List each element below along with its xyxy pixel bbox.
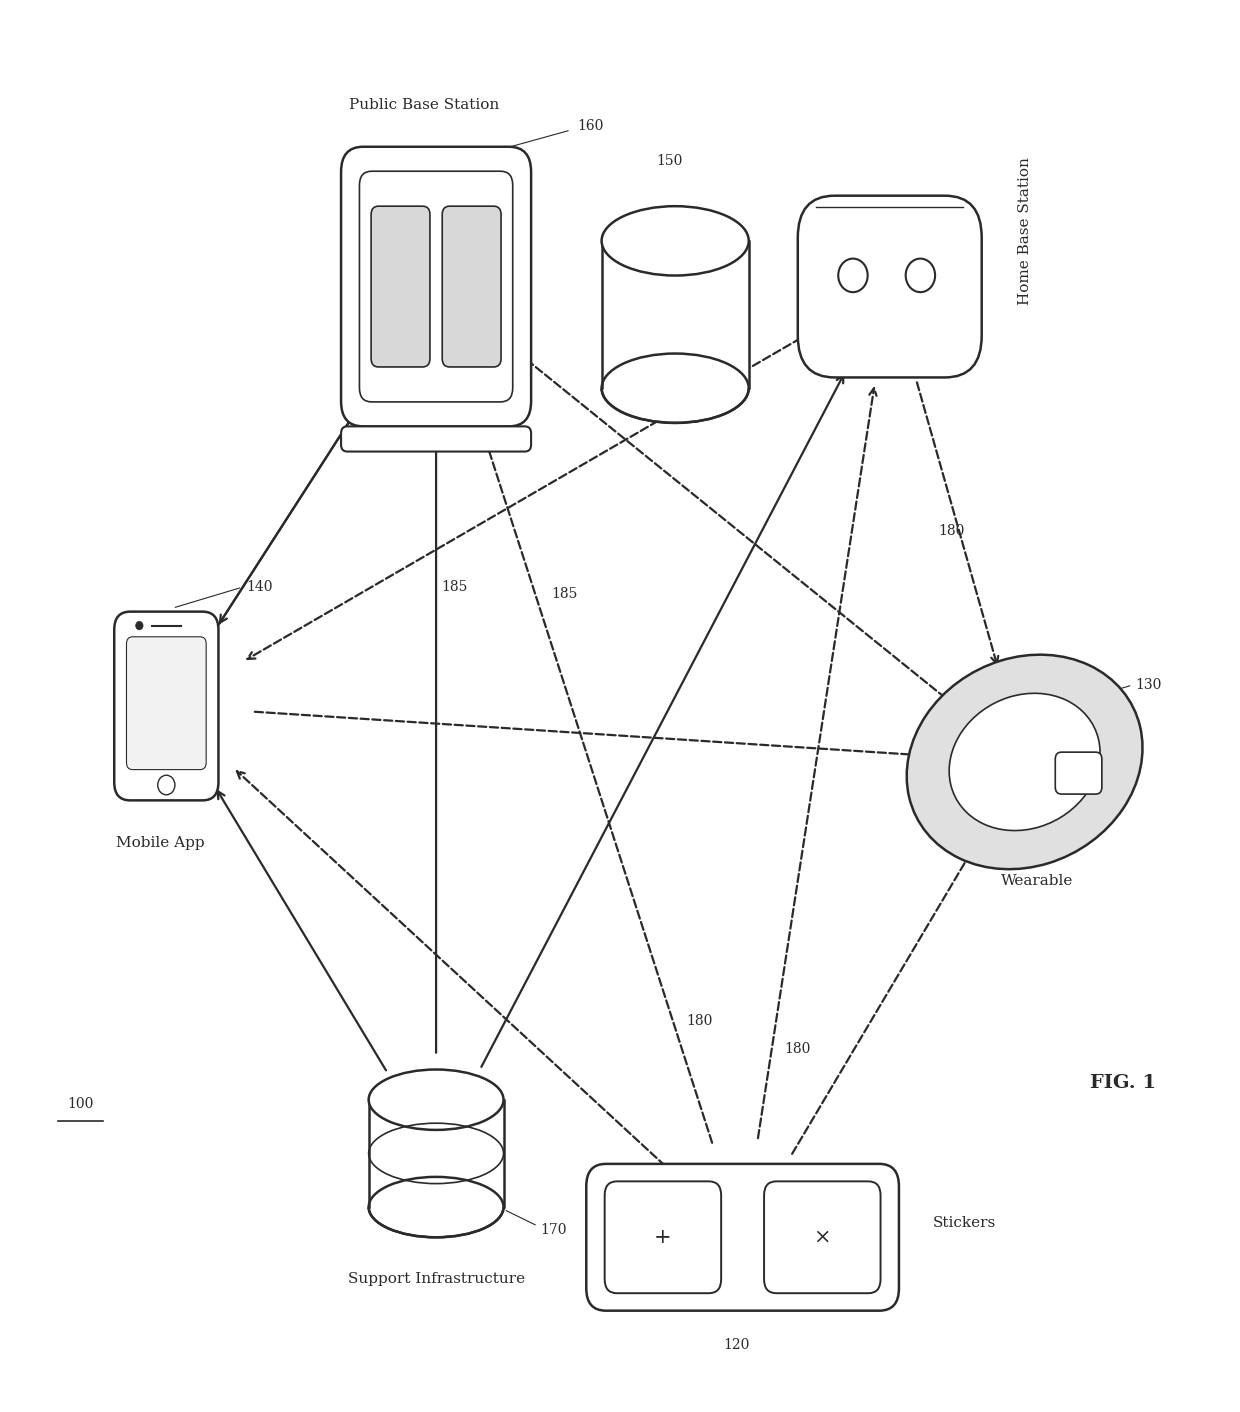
Circle shape <box>905 258 935 292</box>
Text: Support Infrastructure: Support Infrastructure <box>347 1272 525 1286</box>
Text: FIG. 1: FIG. 1 <box>1090 1075 1156 1093</box>
FancyBboxPatch shape <box>341 426 531 452</box>
Text: Mobile App: Mobile App <box>115 836 205 850</box>
FancyBboxPatch shape <box>605 1182 722 1293</box>
Circle shape <box>157 775 175 795</box>
Text: 185: 185 <box>441 580 467 594</box>
Text: 180: 180 <box>937 524 965 538</box>
Ellipse shape <box>601 206 749 275</box>
Ellipse shape <box>368 1069 503 1130</box>
Text: 140: 140 <box>246 580 273 594</box>
FancyBboxPatch shape <box>368 1100 503 1207</box>
Circle shape <box>135 621 143 630</box>
Text: ×: × <box>813 1228 831 1247</box>
Text: 180: 180 <box>687 1014 713 1028</box>
FancyBboxPatch shape <box>126 637 206 770</box>
Text: Wearable: Wearable <box>1001 874 1073 888</box>
Text: 160: 160 <box>577 119 604 133</box>
Text: +: + <box>655 1228 672 1247</box>
Text: Home Base Station: Home Base Station <box>1018 157 1033 305</box>
Text: 130: 130 <box>1135 678 1162 692</box>
FancyBboxPatch shape <box>797 196 982 377</box>
Ellipse shape <box>949 693 1100 830</box>
FancyBboxPatch shape <box>114 611 218 801</box>
FancyBboxPatch shape <box>443 206 501 367</box>
Text: 170: 170 <box>541 1223 567 1237</box>
Text: Stickers: Stickers <box>932 1216 996 1230</box>
Text: 185: 185 <box>552 587 578 602</box>
FancyBboxPatch shape <box>601 241 749 388</box>
Ellipse shape <box>906 655 1142 870</box>
Circle shape <box>838 258 868 292</box>
Text: 180: 180 <box>785 1042 811 1056</box>
FancyBboxPatch shape <box>764 1182 880 1293</box>
Ellipse shape <box>601 353 749 422</box>
FancyBboxPatch shape <box>341 147 531 426</box>
FancyBboxPatch shape <box>587 1163 899 1310</box>
FancyBboxPatch shape <box>371 206 430 367</box>
Text: 100: 100 <box>67 1097 94 1111</box>
FancyBboxPatch shape <box>360 171 512 402</box>
FancyBboxPatch shape <box>1055 753 1102 794</box>
Ellipse shape <box>368 1176 503 1237</box>
Text: 120: 120 <box>723 1339 750 1351</box>
Text: Public Base Station: Public Base Station <box>348 97 498 112</box>
Text: 150: 150 <box>656 154 682 168</box>
